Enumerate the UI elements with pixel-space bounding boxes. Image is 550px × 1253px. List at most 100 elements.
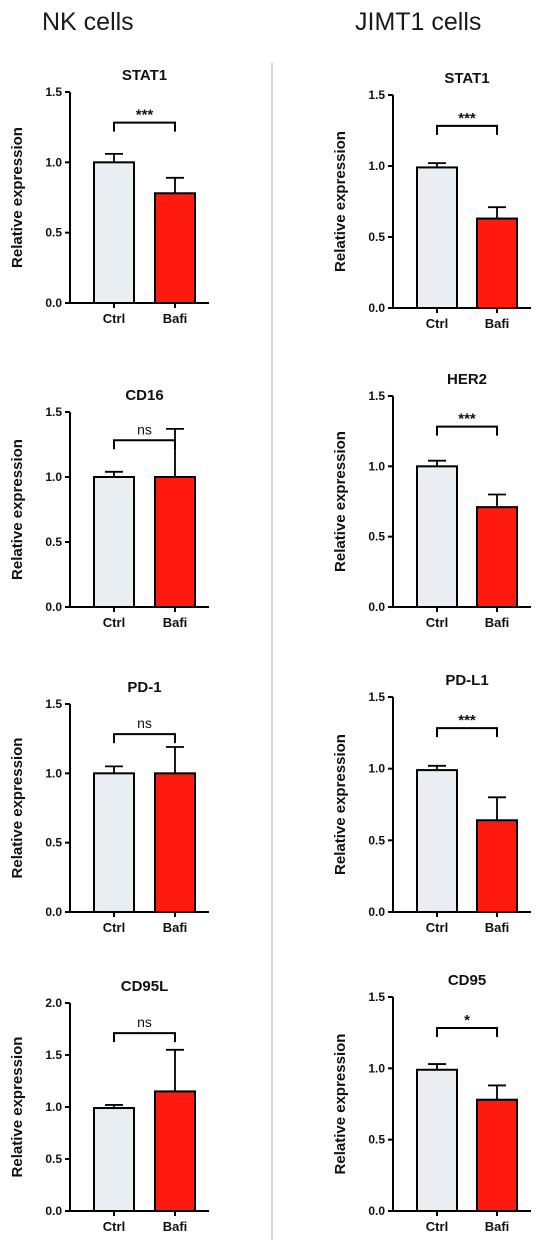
bar-bafi [154, 1090, 196, 1213]
significance-label: * [464, 1012, 470, 1029]
y-axis-label: Relative expression [332, 1034, 349, 1175]
bar-bafi [154, 192, 196, 304]
y-tick-label: 0.0 [45, 296, 62, 310]
left-column-title: NK cells [42, 8, 134, 36]
x-category-label: Ctrl [426, 615, 448, 630]
significance-label: *** [458, 110, 476, 127]
significance-bracket [436, 124, 498, 135]
y-tick-label: 0.0 [45, 600, 62, 614]
x-category-label: Bafi [485, 316, 510, 331]
bar-ctrl [93, 772, 135, 913]
y-tick-label: 0.0 [45, 1204, 62, 1218]
significance-label: ns [137, 1014, 152, 1030]
x-category-label: Bafi [163, 1219, 188, 1234]
x-category-label: Ctrl [103, 311, 125, 326]
significance-bracket [436, 727, 498, 738]
y-tick-label: 0.5 [368, 1133, 385, 1147]
bar-bafi [476, 819, 518, 913]
x-category-label: Ctrl [103, 920, 125, 935]
x-category-label: Bafi [485, 920, 510, 935]
bar-bafi [476, 217, 518, 309]
significance-bracket [113, 121, 176, 132]
bar-ctrl [416, 1068, 458, 1213]
x-category-label: Ctrl [103, 1219, 125, 1234]
y-tick-label: 1.5 [45, 405, 62, 419]
bar-bafi [154, 772, 196, 913]
y-tick-label: 1.5 [45, 1048, 62, 1062]
y-tick-label: 0.5 [45, 836, 62, 850]
chart-panel-left-3: PD-1 Relative expression 0.0 0.5 1.0 1.5 Ctrl B… [9, 679, 209, 935]
chart-panel-left-2: CD16 Relative expression 0.0 0.5 1.0 1.5 Ctrl B… [9, 387, 209, 630]
y-tick-label: 1.0 [45, 1100, 62, 1114]
significance-label: ns [137, 715, 152, 731]
chart-title: STAT1 [122, 67, 167, 84]
chart-panel-right-3: PD-L1 Relative expression 0.0 0.5 1.0 1.5 Ctrl… [332, 672, 531, 935]
chart-title: STAT1 [444, 70, 489, 87]
bar-ctrl [416, 465, 458, 609]
x-category-label: Bafi [163, 920, 188, 935]
y-tick-label: 1.5 [368, 690, 385, 704]
significance-label: *** [136, 107, 154, 124]
bar-ctrl [416, 166, 458, 309]
y-tick-label: 1.5 [45, 697, 62, 711]
y-axis-label: Relative expression [9, 1037, 26, 1178]
x-category-label: Ctrl [103, 615, 125, 630]
bar-ctrl [93, 476, 135, 608]
x-category-label: Ctrl [426, 316, 448, 331]
bar-bafi [476, 506, 518, 609]
bar-ctrl [93, 1107, 135, 1213]
significance-label: *** [458, 712, 476, 729]
y-tick-label: 1.5 [368, 88, 385, 102]
significance-bracket [113, 439, 176, 450]
y-tick-label: 0.0 [368, 600, 385, 614]
y-tick-label: 1.0 [45, 155, 62, 169]
y-tick-label: 1.5 [368, 389, 385, 403]
x-category-label: Bafi [163, 311, 188, 326]
significance-label: ns [137, 421, 152, 437]
significance-bracket [436, 425, 498, 436]
y-tick-label: 1.0 [45, 766, 62, 780]
y-tick-label: 1.5 [368, 990, 385, 1004]
bar-ctrl [416, 769, 458, 913]
y-tick-label: 0.0 [45, 905, 62, 919]
y-tick-label: 1.5 [45, 85, 62, 99]
y-axis-label: Relative expression [9, 127, 26, 268]
chart-panel-left-4: CD95L Relative expression 0.0 0.5 1.0 1.5 2.0 C… [9, 978, 209, 1234]
y-axis-label: Relative expression [9, 738, 26, 879]
significance-label: *** [458, 411, 476, 428]
x-category-label: Bafi [485, 615, 510, 630]
y-tick-label: 0.0 [368, 301, 385, 315]
x-category-label: Bafi [485, 1219, 510, 1234]
y-tick-label: 1.0 [368, 1061, 385, 1075]
chart-panel-right-4: CD95 Relative expression 0.0 0.5 1.0 1.5 Ctrl B… [332, 972, 531, 1234]
y-tick-label: 0.5 [45, 1152, 62, 1166]
bar-ctrl [93, 161, 135, 304]
y-tick-label: 0.5 [45, 226, 62, 240]
y-axis-label: Relative expression [332, 734, 349, 875]
chart-panel-left-1: STAT1 Relative expression 0.0 0.5 1.0 1.5 Ctrl… [9, 67, 209, 326]
chart-title: CD95 [448, 972, 486, 989]
y-axis-label: Relative expression [332, 131, 349, 272]
y-tick-label: 0.5 [368, 530, 385, 544]
chart-title: CD16 [125, 387, 163, 404]
y-tick-label: 0.5 [368, 230, 385, 244]
y-tick-label: 0.5 [368, 833, 385, 847]
x-category-label: Ctrl [426, 1219, 448, 1234]
significance-bracket [113, 733, 176, 744]
chart-title: CD95L [121, 978, 169, 995]
chart-panel-right-1: STAT1 Relative expression 0.0 0.5 1.0 1.5 Ctrl… [332, 70, 531, 331]
significance-bracket [113, 1032, 176, 1043]
y-tick-label: 1.0 [368, 159, 385, 173]
y-axis-label: Relative expression [332, 431, 349, 572]
y-axis-label: Relative expression [9, 439, 26, 580]
chart-title: HER2 [447, 371, 487, 388]
y-tick-label: 2.0 [45, 996, 62, 1010]
y-tick-label: 1.0 [368, 459, 385, 473]
y-tick-label: 1.0 [45, 470, 62, 484]
y-tick-label: 1.0 [368, 762, 385, 776]
y-tick-label: 0.0 [368, 905, 385, 919]
chart-title: PD-L1 [445, 672, 488, 689]
chart-title: PD-1 [127, 679, 161, 696]
